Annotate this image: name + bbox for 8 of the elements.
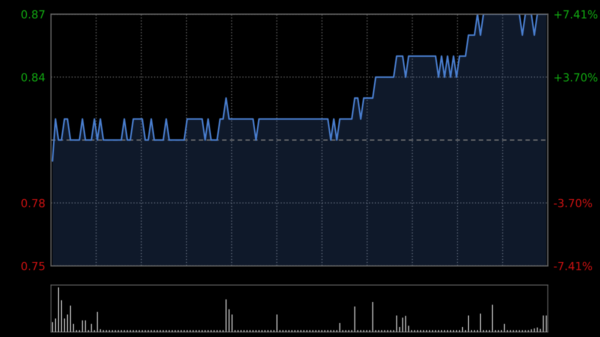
y2-tick-label: -3.70% (554, 198, 592, 208)
y-tick-label: 0.78 (21, 198, 45, 208)
y2-tick-label: +7.41% (554, 10, 598, 19)
y2-tick-label: -7.41% (554, 262, 592, 270)
y2-tick-label: +3.70% (554, 73, 598, 82)
y-tick-label: 0.87 (21, 10, 44, 19)
y-tick-label: 0.75 (21, 262, 44, 270)
y-tick-label: 0.84 (21, 73, 45, 82)
